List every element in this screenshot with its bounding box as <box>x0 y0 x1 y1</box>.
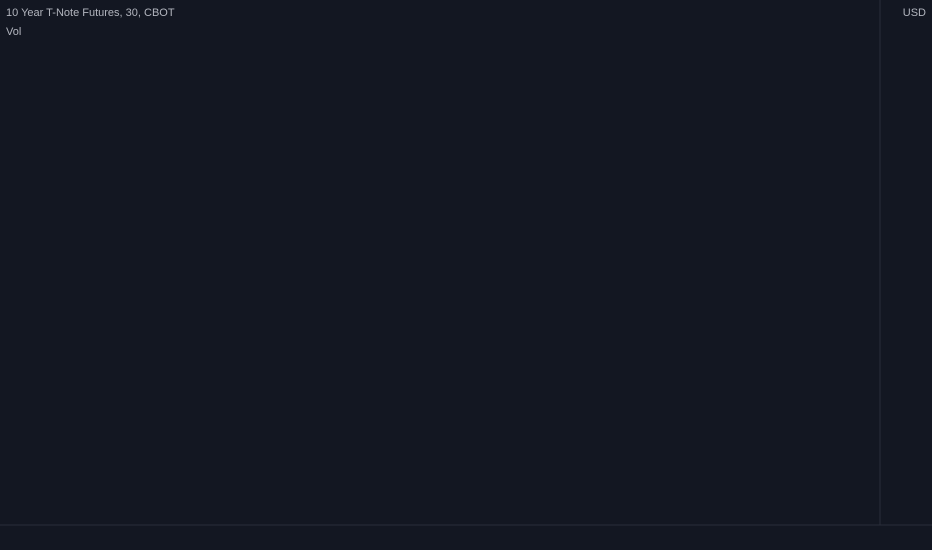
volume-label: Vol <box>6 26 21 38</box>
chart-title: 10 Year T-Note Futures, 30, CBOT <box>6 7 175 19</box>
currency: USD <box>903 7 926 19</box>
